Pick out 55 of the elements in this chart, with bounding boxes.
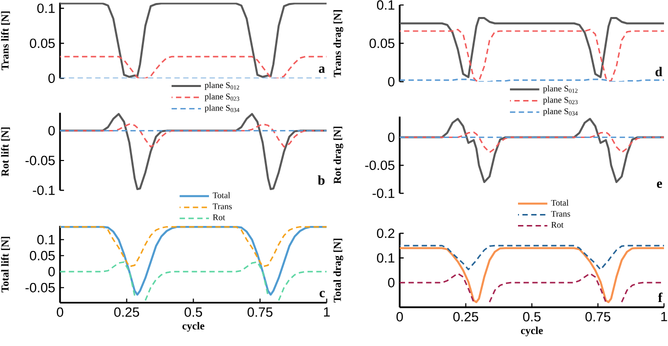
legend-label: Total [212,192,230,198]
y-tick-label: -0.05 [365,160,394,170]
x-tick-label: 0 [56,307,64,317]
y-tick-label: 0 [48,74,55,84]
x-tick-label: 0.5 [184,307,202,317]
y-tick-label: -0.1 [32,186,55,196]
annotation: f [658,292,663,302]
y-axis-title: Rot lift [N] [1,127,10,176]
x-axis-title: cycle [182,322,204,332]
x-axis-title: cycle [520,326,543,336]
legend-label: plane S$_{023}$ [204,93,240,102]
y-tick-label: 0 [388,132,394,142]
y-tick-label: 0 [388,278,394,288]
y-axis-title: Total drag [N] [333,238,344,303]
y-tick-label: 0.05 [30,250,55,260]
y-tick-label: 0.05 [30,38,55,48]
legend-label: Rot [551,222,564,228]
legend-label: plane S$_{012}$ [204,82,240,90]
x-tick-label: 0.75 [585,312,610,322]
x-tick-label: 1 [661,312,668,322]
y-tick-label: 0.1 [37,4,55,14]
y-tick-label: 0.2 [376,228,394,238]
y-tick-label: 0.1 [376,253,394,263]
y-tick-label: 0 [388,76,394,86]
y-tick-label: 0.1 [376,0,394,10]
x-tick-label: 0.25 [114,307,140,317]
legend-label: plane S$_{034}$ [543,108,578,116]
annotation: d [656,66,662,76]
annotation: e [656,181,662,188]
x-tick-label: 0 [396,312,403,322]
y-tick-label: 0 [48,266,55,276]
legend-label: plane S$_{034}$ [204,104,240,113]
annotation: a [318,66,325,73]
y-axis-title: Rot drag [N] [333,126,344,184]
legend-label: Total [551,200,569,206]
x-tick-label: 0.25 [453,312,478,322]
legend-label: Rot [212,214,226,220]
y-tick-label: 0 [48,126,55,136]
legend-label: Trans [551,210,570,217]
legend-label: plane S$_{012}$ [543,85,578,94]
y-tick-label: -0.1 [372,188,394,198]
y-axis-title: Total lift [N] [1,236,10,292]
x-tick-label: 0.75 [248,307,272,317]
y-axis-title: Trans lift [N] [1,11,10,70]
legend-label: plane S$_{023}$ [543,96,578,105]
x-tick-label: 0.5 [523,312,541,322]
y-tick-label: -0.05 [25,156,55,166]
x-tick-label: 1 [324,307,330,317]
annotation: b [318,175,325,185]
y-tick-label: 0.1 [37,234,55,244]
y-axis-title: Trans drag [N] [333,10,344,78]
legend-label: Trans [212,204,232,210]
y-tick-label: 0.05 [370,38,394,48]
y-tick-label: -0.05 [25,282,55,292]
annotation: c [320,290,325,298]
